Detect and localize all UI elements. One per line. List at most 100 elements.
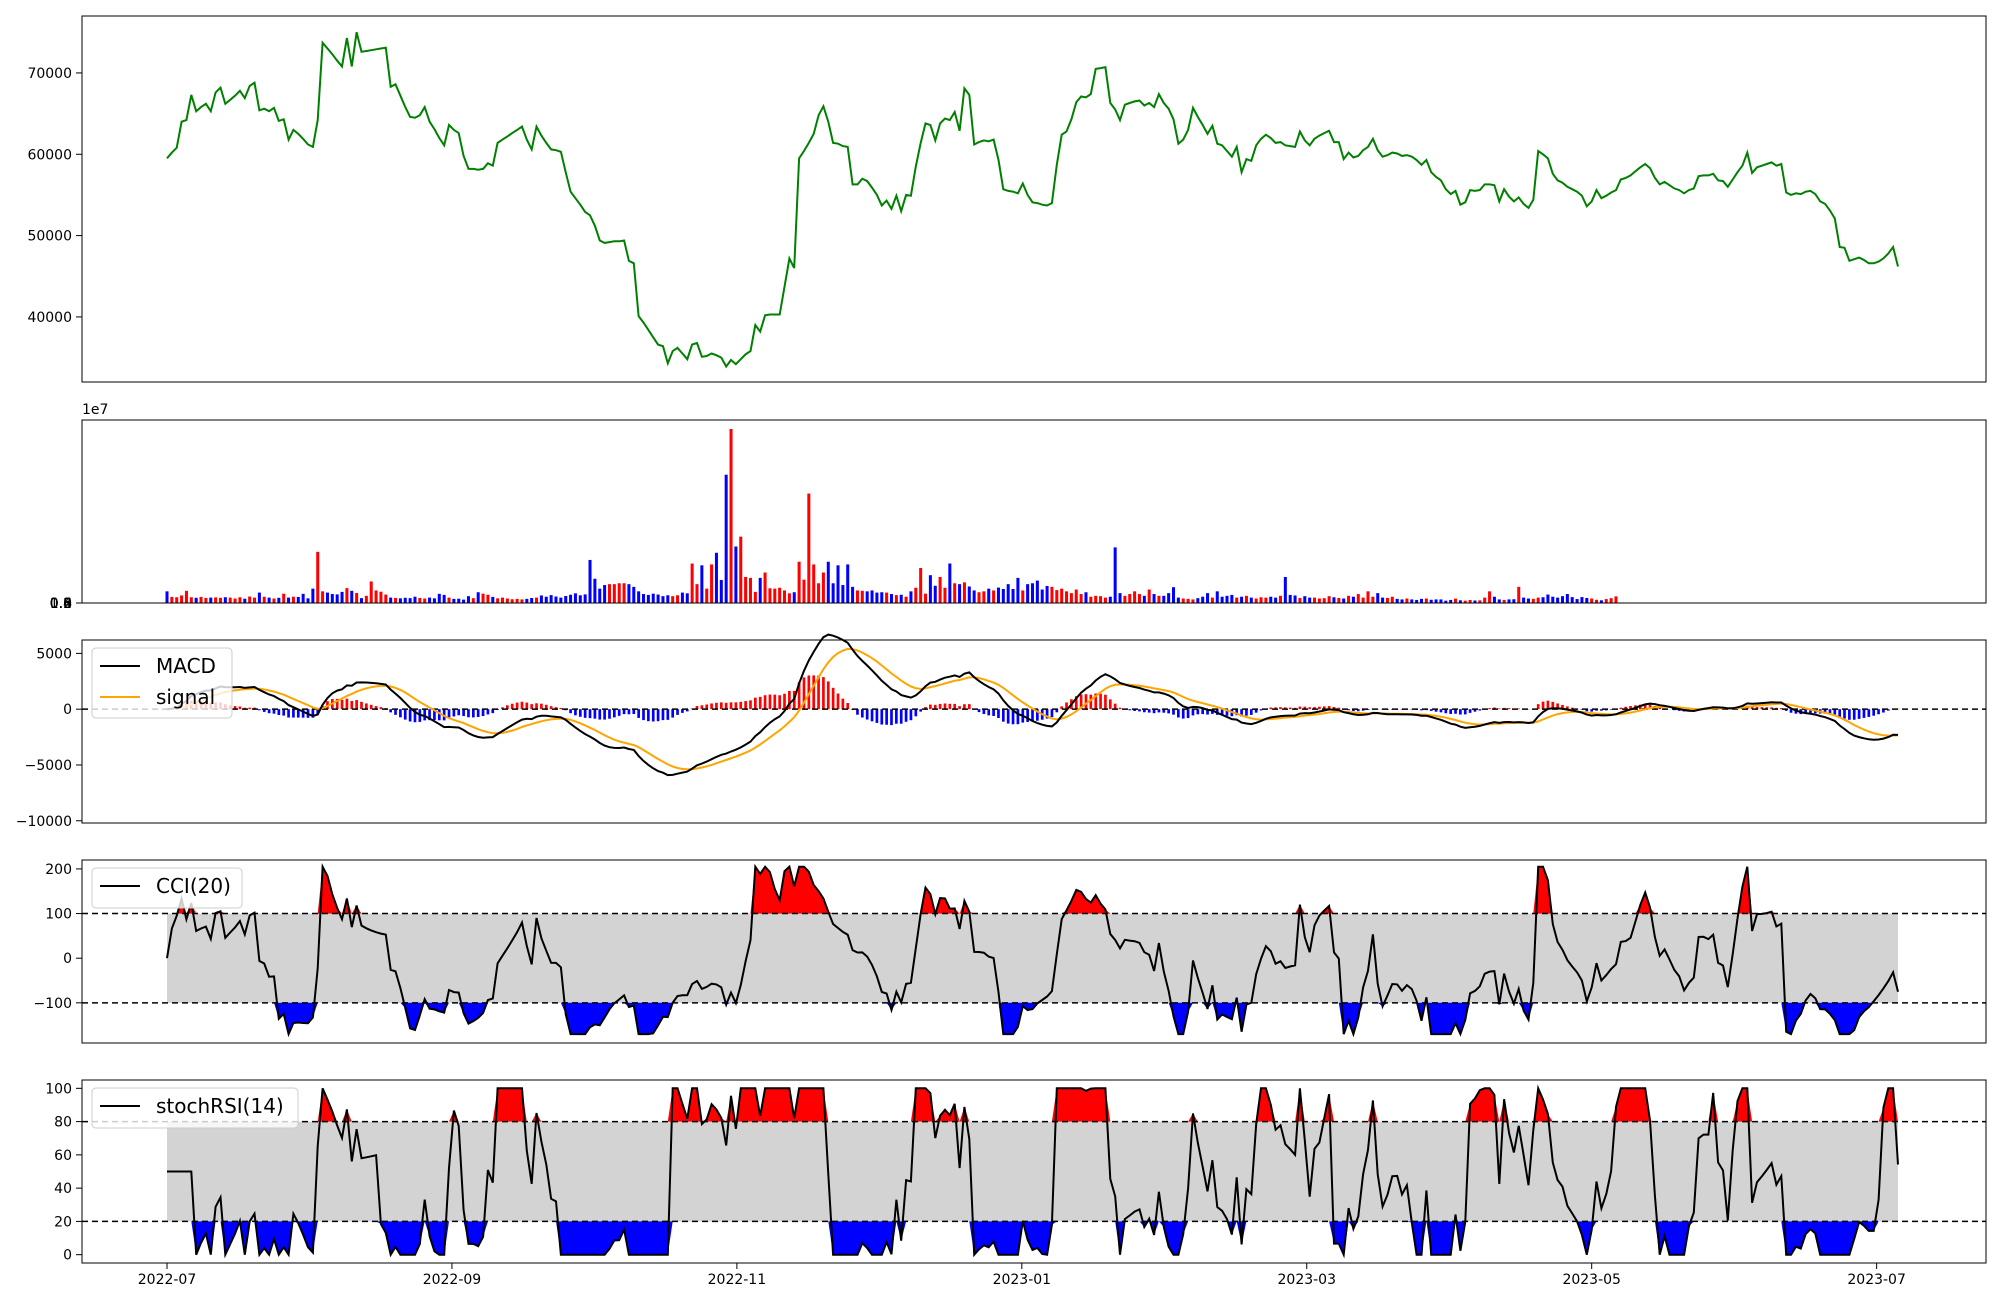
stochrsi-ytick-label: 40 bbox=[54, 1181, 72, 1197]
volume-ytick-label: 0.0 bbox=[50, 596, 72, 612]
macd-histogram-bar bbox=[758, 696, 762, 710]
macd-histogram-bar bbox=[374, 706, 378, 710]
volume-bar bbox=[1400, 599, 1404, 603]
volume-bar bbox=[1405, 598, 1409, 603]
volume-bar bbox=[972, 590, 976, 603]
macd-histogram-bar bbox=[1595, 709, 1598, 711]
volume-bar bbox=[374, 590, 378, 603]
volume-bar bbox=[1526, 598, 1530, 603]
volume-bar bbox=[919, 568, 923, 603]
volume-bar bbox=[301, 593, 305, 603]
macd-histogram-bar bbox=[287, 709, 290, 718]
volume-bar bbox=[204, 597, 208, 603]
volume-bar bbox=[1342, 598, 1346, 603]
volume-bar bbox=[457, 598, 461, 603]
volume-bar bbox=[452, 598, 456, 603]
macd-histogram-bar bbox=[481, 709, 485, 717]
volume-bar bbox=[1016, 577, 1020, 603]
volume-ytick-label: 0.2 bbox=[50, 596, 72, 612]
volume-bar bbox=[1565, 594, 1569, 603]
volume-bar bbox=[1001, 589, 1005, 603]
price-y-axis: 40000 50000 60000 70000 bbox=[27, 66, 82, 326]
macd-histogram-bar bbox=[1235, 709, 1239, 716]
macd-histogram-bar bbox=[1259, 709, 1263, 711]
macd-histogram-bar bbox=[1609, 709, 1613, 710]
volume-bar bbox=[1381, 597, 1385, 603]
volume-bar bbox=[943, 587, 947, 603]
volume-bar bbox=[1176, 597, 1180, 603]
volume-bar bbox=[1322, 598, 1326, 603]
volume-bar bbox=[165, 591, 169, 603]
volume-bar bbox=[714, 552, 718, 603]
volume-bar bbox=[515, 598, 519, 603]
macd-histogram-bar bbox=[812, 675, 816, 710]
macd-histogram-bar bbox=[647, 709, 650, 722]
volume-bar bbox=[1434, 599, 1438, 603]
volume-bar bbox=[1191, 599, 1195, 603]
macd-histogram-bar bbox=[316, 709, 320, 715]
macd-histogram-bar bbox=[1838, 709, 1841, 718]
volume-bar bbox=[272, 598, 276, 603]
macd-histogram-bar bbox=[749, 700, 752, 710]
macd-histogram-bar bbox=[1308, 707, 1311, 710]
macd-histogram-bar bbox=[1225, 709, 1229, 716]
macd-histogram-bar bbox=[778, 695, 781, 710]
volume-bar bbox=[1599, 600, 1603, 603]
volume-bar bbox=[836, 565, 840, 603]
volume-bar bbox=[632, 586, 636, 603]
macd-histogram-bar bbox=[700, 705, 704, 710]
macd-histogram-bar bbox=[885, 709, 888, 725]
volume-bar bbox=[987, 588, 991, 603]
volume-bar bbox=[1366, 591, 1370, 603]
volume-bar bbox=[690, 563, 694, 603]
price-ytick-label: 70000 bbox=[27, 66, 72, 82]
volume-bar bbox=[1298, 597, 1302, 603]
volume-bar bbox=[1147, 589, 1151, 603]
stochrsi-legend-label: stochRSI(14) bbox=[156, 1094, 284, 1118]
volume-bar bbox=[578, 595, 582, 603]
volume-bar bbox=[982, 591, 986, 603]
volume-bar bbox=[938, 576, 942, 603]
volume-bar bbox=[593, 578, 597, 603]
volume-bar bbox=[870, 590, 874, 603]
volume-bar bbox=[967, 586, 971, 603]
volume-bar bbox=[1240, 596, 1244, 603]
volume-bar bbox=[228, 597, 232, 603]
macd-histogram-bar bbox=[1765, 707, 1769, 710]
macd-histogram-bar bbox=[1201, 709, 1205, 715]
macd-histogram-bar bbox=[452, 709, 456, 717]
volume-bar bbox=[1152, 594, 1156, 603]
volume-bar bbox=[282, 593, 286, 603]
volume-bar bbox=[700, 565, 704, 603]
macd-histogram-bar bbox=[1517, 708, 1521, 710]
macd-histogram-bar bbox=[233, 706, 237, 710]
volume-bar bbox=[253, 597, 257, 603]
volume-bar bbox=[763, 572, 767, 603]
macd-histogram-bar bbox=[544, 704, 548, 710]
volume-bar bbox=[1065, 591, 1069, 603]
macd-histogram-bar bbox=[612, 709, 616, 718]
volume-bar bbox=[1585, 597, 1589, 603]
macd-histogram-bar bbox=[987, 709, 991, 716]
macd-histogram-bar bbox=[1566, 706, 1569, 710]
volume-bar bbox=[316, 551, 320, 603]
macd-histogram-bar bbox=[870, 709, 874, 722]
price-line bbox=[166, 32, 1899, 369]
volume-bar bbox=[1449, 599, 1453, 603]
volume-bar bbox=[719, 580, 723, 603]
macd-histogram-bar bbox=[924, 707, 927, 710]
cci-oversold-fill bbox=[167, 1002, 1898, 1035]
volume-bar bbox=[583, 594, 587, 603]
volume-bar bbox=[1045, 585, 1049, 603]
volume-bar bbox=[1244, 595, 1248, 603]
macd-histogram-bar bbox=[919, 709, 923, 712]
cci-y-axis: −100 0 100 200 bbox=[34, 862, 82, 1012]
cci-ytick-label: 100 bbox=[45, 907, 72, 923]
macd-histogram-bar bbox=[1327, 706, 1331, 710]
macd-histogram-bar bbox=[379, 707, 383, 710]
macd-histogram-bar bbox=[705, 704, 709, 710]
macd-histogram-bar bbox=[1269, 707, 1273, 710]
volume-ytick-label: 1.0 bbox=[50, 596, 72, 612]
macd-histogram-bar bbox=[1809, 709, 1812, 714]
